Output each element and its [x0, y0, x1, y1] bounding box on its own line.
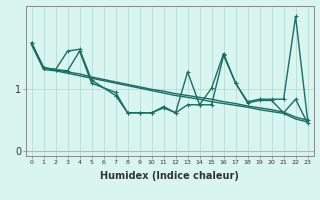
X-axis label: Humidex (Indice chaleur): Humidex (Indice chaleur)	[100, 171, 239, 181]
